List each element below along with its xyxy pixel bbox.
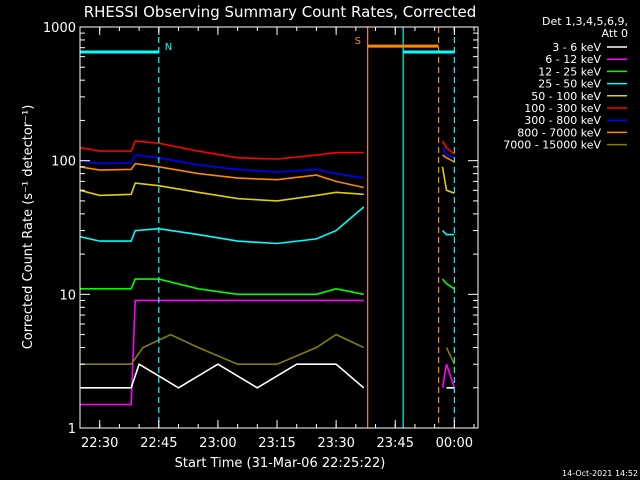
x-tick-label-2330: 23:30: [317, 436, 354, 451]
series-line-12-25-kev: [80, 278, 455, 296]
axes: 1 10 100 1000 22:30 22:45 23:00 23:15 23:30 23:45…: [43, 21, 479, 451]
legend-label-9: 7000 - 15000 keV: [503, 139, 601, 152]
legend-label-5: 50 - 100 keV: [531, 90, 601, 103]
legend-label-6: 100 - 300 keV: [524, 102, 601, 115]
series-line-300-800-kev: [80, 147, 455, 179]
series-line-25-50-kev: [80, 206, 455, 245]
series-line-50-100-kev: [80, 166, 455, 202]
legend-header-2: Att 0: [602, 27, 628, 40]
flag-label-s: S: [355, 36, 361, 47]
y-tick-label-1000: 1000: [43, 21, 76, 36]
legend-header-1: Det 1,3,4,5,6,9,: [542, 15, 628, 28]
x-axis-label: Start Time (31-Mar-06 22:25:22): [175, 456, 386, 471]
legend-label-7: 300 - 800 keV: [524, 114, 601, 127]
plot-area: NS: [80, 27, 456, 428]
plot-frame: [79, 26, 479, 429]
legend-label-8: 800 - 7000 keV: [517, 126, 601, 139]
y-tick-label-100: 100: [51, 155, 76, 170]
series-line-7000-15000-kev: [80, 333, 456, 365]
series-line-800-7000-kev: [80, 154, 455, 189]
series-line-3-6-kev: [80, 363, 455, 389]
x-tick-label-2315: 23:15: [258, 436, 295, 451]
x-tick-label-2230: 22:30: [81, 436, 118, 451]
footer-timestamp: 14-Oct-2021 14:52: [562, 469, 638, 478]
y-tick-label-1: 1: [68, 422, 76, 437]
x-tick-label-2245: 22:45: [140, 436, 177, 451]
legend-label-2: 6 - 12 keV: [545, 53, 601, 66]
y-tick-label-10: 10: [59, 288, 76, 303]
chart-title: RHESSI Observing Summary Count Rates, Co…: [84, 3, 477, 21]
x-tick-label-0000: 00:00: [436, 436, 473, 451]
x-tick-label-2300: 23:00: [199, 436, 236, 451]
plot-inner: [80, 27, 456, 428]
series-line-6-12-kev: [80, 299, 456, 406]
legend-label-3: 12 - 25 keV: [538, 65, 601, 78]
legend-label-1: 3 - 6 keV: [552, 41, 601, 54]
flag-label-n: N: [165, 42, 172, 53]
series-line-100-300-kev: [80, 140, 455, 160]
x-tick-label-2345: 23:45: [377, 436, 414, 451]
legend-label-4: 25 - 50 keV: [538, 78, 601, 91]
y-axis-label: Corrected Count Rate (s⁻¹ detector⁻¹): [21, 105, 36, 350]
